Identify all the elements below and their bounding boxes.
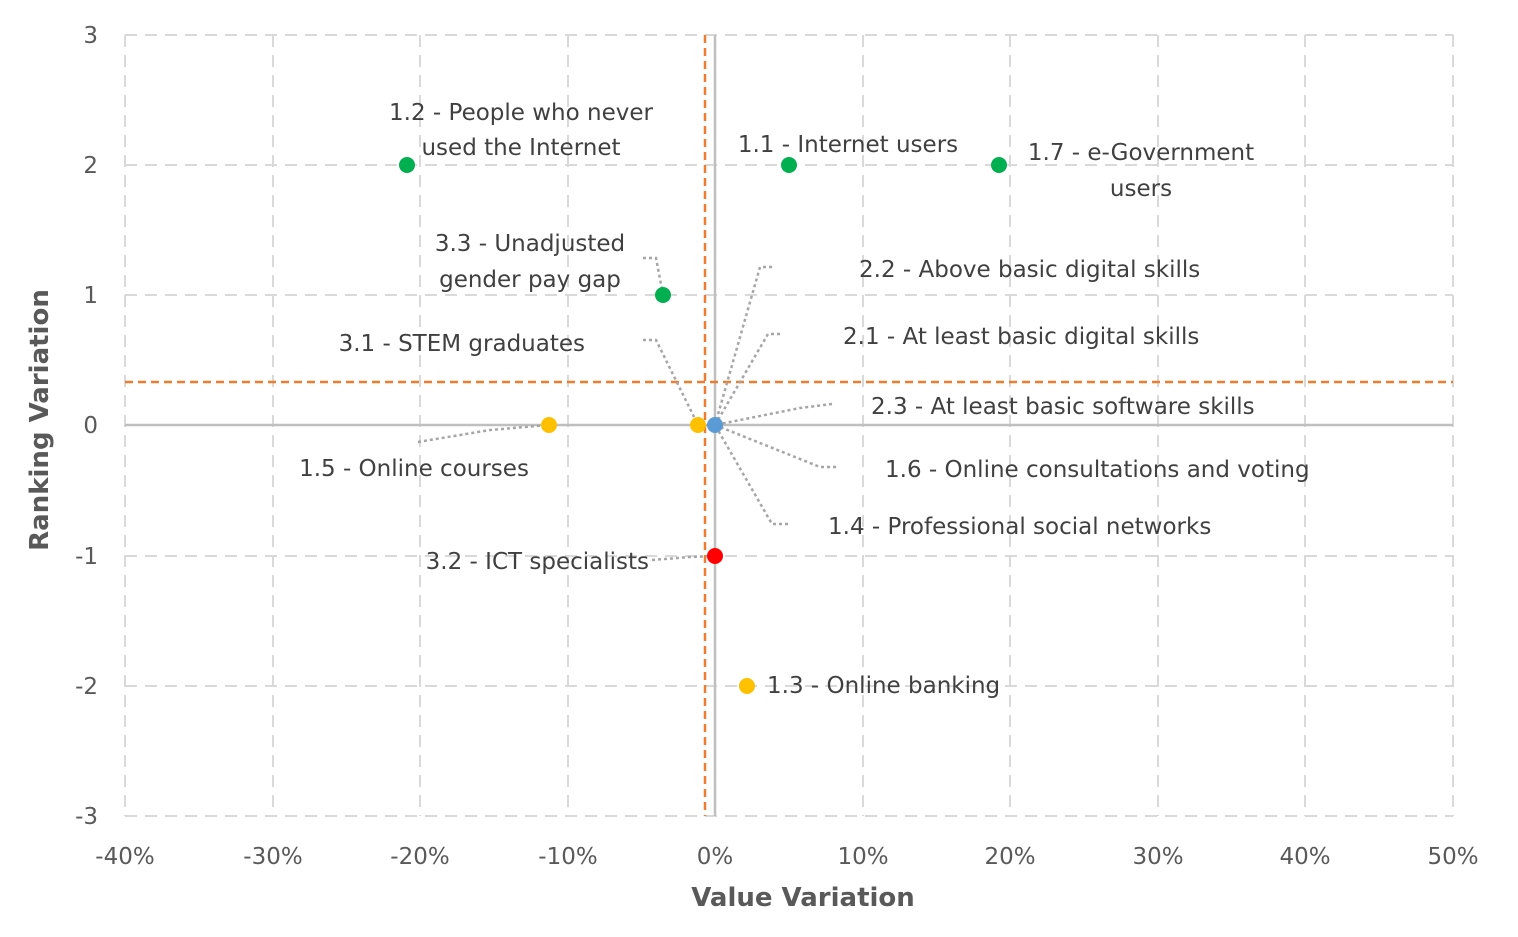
svg-text:-20%: -20% (390, 844, 449, 870)
point-cluster-zero (707, 417, 723, 433)
svg-text:30%: 30% (1132, 844, 1183, 870)
label-1-7: 1.7 - e-Government (1028, 140, 1254, 166)
point-3-1 (690, 417, 706, 433)
y-axis-title: Ranking Variation (25, 289, 55, 551)
label-1-6: 1.6 - Online consultations and voting (885, 457, 1310, 483)
label-1-1: 1.1 - Internet users (738, 132, 958, 158)
data-points (399, 157, 1007, 694)
svg-text:0: 0 (83, 413, 98, 439)
svg-text:50%: 50% (1427, 844, 1478, 870)
leader-lines (417, 256, 836, 562)
data-labels: 1.2 - People who never used the Internet… (299, 100, 1310, 699)
svg-text:10%: 10% (837, 844, 888, 870)
y-axis-ticks: 3 2 1 0 -1 -2 -3 (75, 23, 98, 830)
label-3-3: 3.3 - Unadjusted (435, 231, 625, 257)
label-1-7: users (1110, 176, 1172, 202)
point-3-3 (655, 287, 671, 303)
svg-text:1: 1 (83, 283, 98, 309)
x-axis-ticks: -40% -30% -20% -10% 0% 10% 20% 30% 40% 5… (95, 844, 1478, 870)
svg-text:-40%: -40% (95, 844, 154, 870)
svg-text:-2: -2 (75, 674, 98, 700)
svg-text:-10%: -10% (538, 844, 597, 870)
label-2-3: 2.3 - At least basic software skills (871, 394, 1255, 420)
label-1-2: used the Internet (421, 135, 620, 161)
label-1-5: 1.5 - Online courses (299, 456, 529, 482)
svg-text:3: 3 (83, 23, 98, 49)
svg-text:0%: 0% (697, 844, 734, 870)
label-3-2: 3.2 - ICT specialists (426, 549, 649, 575)
point-1-3 (739, 678, 755, 694)
svg-text:20%: 20% (984, 844, 1035, 870)
label-1-3: 1.3 - Online banking (767, 673, 1000, 699)
label-3-1: 3.1 - STEM graduates (339, 331, 585, 357)
x-axis-title: Value Variation (691, 883, 915, 913)
label-2-2: 2.2 - Above basic digital skills (859, 257, 1200, 283)
svg-text:-30%: -30% (243, 844, 302, 870)
point-1-5 (541, 417, 557, 433)
point-3-2 (707, 548, 723, 564)
svg-text:-1: -1 (75, 544, 98, 570)
label-1-4: 1.4 - Professional social networks (828, 514, 1211, 540)
label-1-2: 1.2 - People who never (389, 100, 653, 126)
point-1-1 (781, 157, 797, 173)
svg-text:-3: -3 (75, 804, 98, 830)
label-3-3: gender pay gap (439, 267, 621, 293)
svg-text:40%: 40% (1279, 844, 1330, 870)
label-2-1: 2.1 - At least basic digital skills (843, 324, 1199, 350)
svg-text:2: 2 (83, 153, 98, 179)
point-1-7 (991, 157, 1007, 173)
point-1-2 (399, 157, 415, 173)
